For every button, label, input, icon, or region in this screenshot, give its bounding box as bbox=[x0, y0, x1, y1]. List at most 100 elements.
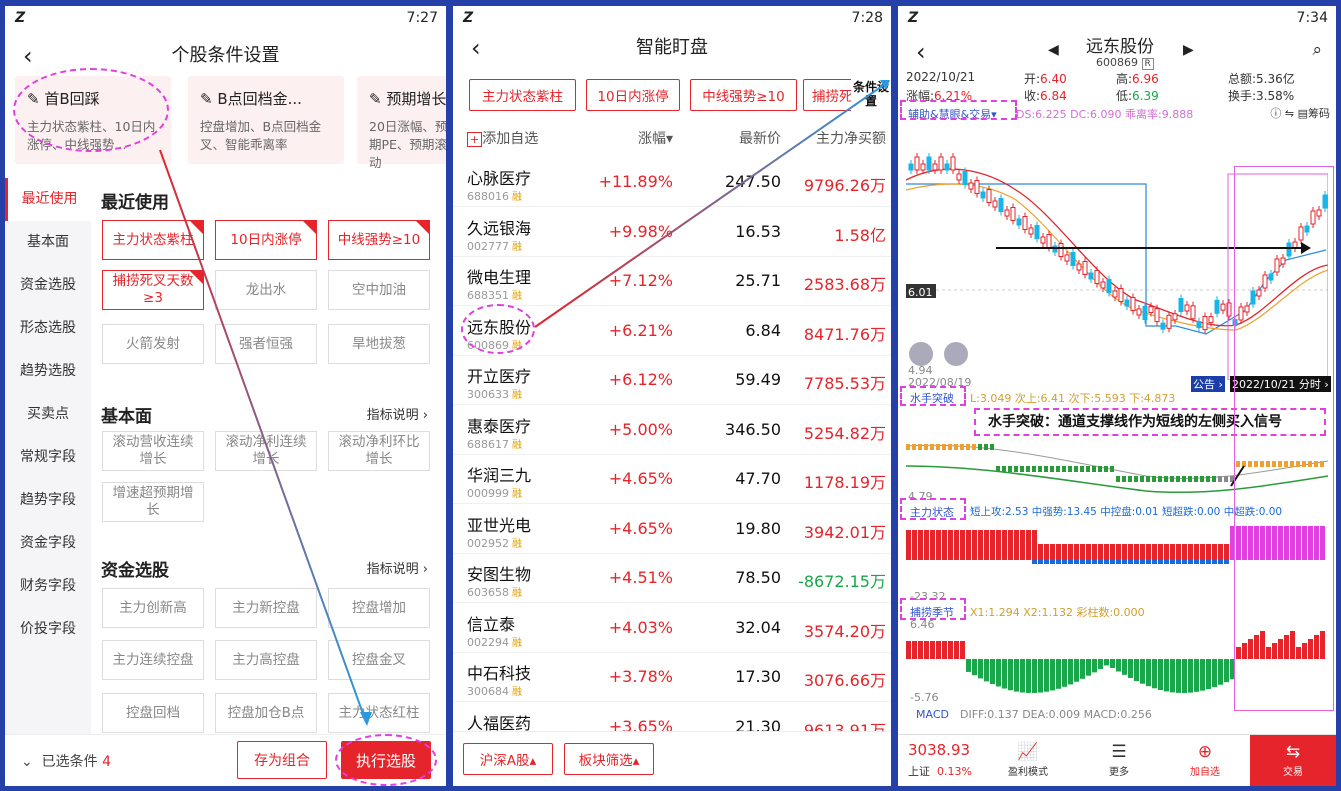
stock-row[interactable]: 久远银海 002777 融 +9.98% 16.53 1.58亿 bbox=[453, 208, 891, 257]
condition-settings-badge[interactable]: 条件设置 bbox=[851, 78, 891, 112]
sidebar-item[interactable]: 基本面 bbox=[27, 234, 69, 250]
col-change-sort[interactable]: 涨幅▾ bbox=[637, 131, 673, 147]
fish-bar-neg bbox=[1044, 659, 1049, 692]
chips-button[interactable]: ⓘ ⇋ ▤筹码 bbox=[1270, 105, 1330, 121]
more-button[interactable]: ☰ 更多 bbox=[1084, 741, 1154, 778]
force-bar bbox=[1104, 544, 1109, 560]
sidebar-item[interactable]: 买卖点 bbox=[27, 406, 69, 422]
force-bar bbox=[1212, 544, 1217, 560]
selected-conditions-toggle[interactable]: ⌄ 已选条件 4 bbox=[21, 751, 111, 771]
stock-row[interactable]: 亚世光电 002952 融 +4.65% 19.80 3942.01万 bbox=[453, 505, 891, 554]
main-force-indicator-label[interactable]: 主力状态 bbox=[910, 506, 954, 519]
back-icon[interactable]: ‹ bbox=[23, 42, 33, 70]
prev-stock-icon[interactable]: ◀ bbox=[1048, 42, 1059, 58]
sidebar-item[interactable]: 资金选股 bbox=[20, 277, 76, 293]
stock-row[interactable]: 中石科技 300684 融 +3.78% 17.30 3076.66万 bbox=[453, 653, 891, 702]
candle-body bbox=[1076, 263, 1082, 271]
trade-button[interactable]: ⇆ 交易 bbox=[1250, 735, 1336, 786]
sailor-bar bbox=[1056, 466, 1060, 472]
macd-label[interactable]: MACD bbox=[916, 708, 949, 721]
condition-chip[interactable]: 滚动净利环比增长 bbox=[328, 431, 430, 471]
back-icon[interactable]: ‹ bbox=[471, 34, 481, 62]
sidebar-item[interactable]: 最近使用 bbox=[5, 178, 91, 221]
candle-body bbox=[1058, 243, 1064, 257]
sailor-indicator-label[interactable]: 水手突破 bbox=[910, 392, 954, 405]
condition-chip[interactable]: 捕捞死叉天数≥3 bbox=[102, 270, 204, 310]
preset-card-2[interactable]: ✎ 预期增长 20日涨幅、预期PE、预期滚动 bbox=[357, 76, 446, 170]
col-price[interactable]: 最新价 bbox=[739, 131, 781, 147]
condition-chip[interactable]: 主力新控盘 bbox=[215, 588, 317, 628]
condition-chip[interactable]: 滚动净利连续增长 bbox=[215, 431, 317, 471]
force-bar bbox=[1188, 544, 1193, 560]
condition-chip[interactable]: 主力高控盘 bbox=[215, 640, 317, 680]
fullscreen-icon bbox=[944, 342, 968, 366]
notice-button[interactable]: 公告 › bbox=[1191, 376, 1225, 392]
force-bar bbox=[1098, 544, 1103, 560]
sidebar-item[interactable]: 资金字段 bbox=[20, 535, 76, 551]
index-value[interactable]: 3038.93 bbox=[908, 741, 971, 759]
sidebar-item[interactable]: 常规字段 bbox=[20, 449, 76, 465]
stock-row[interactable]: 惠泰医疗 688617 融 +5.00% 346.50 5254.82万 bbox=[453, 406, 891, 455]
back-icon[interactable]: ‹ bbox=[916, 38, 926, 66]
condition-chip[interactable]: 主力状态红柱 bbox=[328, 693, 430, 733]
code-text: 603658 bbox=[467, 586, 509, 599]
force-bar bbox=[1254, 526, 1259, 560]
sidebar-item[interactable]: 形态选股 bbox=[20, 320, 76, 336]
sailor-bar bbox=[972, 444, 976, 450]
condition-chip[interactable]: 控盘加仓B点 bbox=[215, 693, 317, 733]
condition-chip[interactable]: 控盘回档 bbox=[102, 693, 204, 733]
save-combo-button[interactable]: 存为组合 bbox=[237, 741, 327, 779]
indicator-help-link[interactable]: 指标说明 › bbox=[366, 562, 428, 577]
sidebar-item[interactable]: 财务字段 bbox=[20, 578, 76, 594]
turnover-label: 换手: bbox=[1228, 89, 1257, 103]
sailor-bar bbox=[960, 444, 964, 450]
condition-chip[interactable]: 火箭发射 bbox=[102, 324, 204, 364]
condition-chip[interactable]: 控盘增加 bbox=[328, 588, 430, 628]
active-condition-tag[interactable]: 主力状态紫柱 bbox=[469, 79, 576, 111]
market-filter-button[interactable]: 沪深A股▴ bbox=[463, 743, 553, 775]
sidebar-item[interactable]: 趋势选股 bbox=[20, 363, 76, 379]
condition-chip[interactable]: 旱地拔葱 bbox=[328, 324, 430, 364]
condition-chip[interactable]: 空中加油 bbox=[328, 270, 430, 310]
force-bar bbox=[1068, 544, 1073, 560]
intraday-link[interactable]: 2022/10/21 分时 › bbox=[1230, 376, 1331, 392]
condition-chip[interactable]: 控盘金叉 bbox=[328, 640, 430, 680]
chips-icon: ▤ bbox=[1297, 107, 1308, 120]
stock-row[interactable]: 开立医疗 300633 融 +6.12% 59.49 7785.53万 bbox=[453, 356, 891, 405]
candle-body bbox=[1070, 252, 1076, 266]
candle-body bbox=[1220, 303, 1226, 311]
indicator-help-link[interactable]: 指标说明 › bbox=[366, 408, 428, 423]
stock-row[interactable]: 安图生物 603658 融 +4.51% 78.50 -8672.15万 bbox=[453, 554, 891, 603]
main-indicator-select[interactable]: 辅助&慧眼&交易▾ bbox=[908, 108, 997, 121]
preset-card-1[interactable]: ✎ B点回档金... 控盘增加、B点回档金叉、智能乖离率 bbox=[188, 76, 344, 164]
force-bar bbox=[906, 530, 911, 560]
stock-row[interactable]: 华润三九 000999 融 +4.65% 47.70 1178.19万 bbox=[453, 455, 891, 504]
next-stock-icon[interactable]: ▶ bbox=[1183, 42, 1194, 58]
condition-chip[interactable]: 龙出水 bbox=[215, 270, 317, 310]
condition-chip[interactable]: 主力连续控盘 bbox=[102, 640, 204, 680]
stock-row[interactable]: 微电生理 688351 融 +7.12% 25.71 2583.68万 bbox=[453, 257, 891, 306]
condition-chip[interactable]: 滚动营收连续增长 bbox=[102, 431, 204, 471]
stock-row[interactable]: 信立泰 002294 融 +4.03% 32.04 3574.20万 bbox=[453, 604, 891, 653]
sector-filter-button[interactable]: 板块筛选▴ bbox=[564, 743, 654, 775]
sidebar-item[interactable]: 价投字段 bbox=[20, 621, 76, 637]
sidebar-item[interactable]: 趋势字段 bbox=[20, 492, 76, 508]
active-condition-tag[interactable]: 中线强势≥10 bbox=[690, 79, 797, 111]
stock-row[interactable]: 心脉医疗 688016 融 +11.89% 247.50 9796.26万 bbox=[453, 158, 891, 207]
condition-chip[interactable]: 主力状态紫柱 bbox=[102, 220, 204, 260]
force-bar bbox=[984, 530, 989, 560]
fishing-season-label[interactable]: 捕捞季节 bbox=[910, 606, 954, 619]
condition-chip[interactable]: 强者恒强 bbox=[215, 324, 317, 364]
active-condition-tag[interactable]: 10日内涨停 bbox=[586, 79, 680, 111]
force-bar-neg bbox=[1068, 560, 1073, 564]
add-watchlist-button[interactable]: ⊕ 加自选 bbox=[1170, 741, 1240, 778]
condition-chip[interactable]: 主力创新高 bbox=[102, 588, 204, 628]
add-watchlist-button[interactable]: + 添加自选 bbox=[467, 128, 538, 148]
condition-chip[interactable]: 中线强势≥10 bbox=[328, 220, 430, 260]
search-icon[interactable]: ⌕ bbox=[1312, 40, 1322, 60]
fish-bar-neg bbox=[1056, 659, 1061, 689]
condition-chip[interactable]: 10日内涨停 bbox=[215, 220, 317, 260]
condition-chip[interactable]: 增速超预期增长 bbox=[102, 482, 204, 522]
col-flow[interactable]: 主力净买额 bbox=[816, 131, 886, 147]
profit-mode-button[interactable]: 📈 盈利模式 bbox=[993, 741, 1063, 778]
